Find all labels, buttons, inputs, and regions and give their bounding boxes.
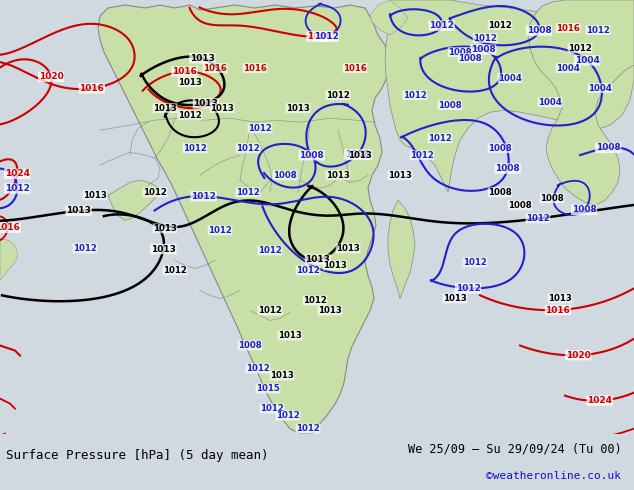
- Text: 1013: 1013: [388, 171, 412, 180]
- Text: 1024: 1024: [4, 170, 30, 178]
- Text: 1008: 1008: [527, 26, 552, 35]
- Text: 1012: 1012: [488, 21, 512, 29]
- Text: 1012: 1012: [73, 244, 97, 253]
- Text: 1013: 1013: [83, 191, 107, 200]
- Text: 1004: 1004: [556, 64, 580, 73]
- Text: 1016: 1016: [172, 67, 197, 76]
- Text: 1016: 1016: [307, 32, 332, 41]
- Text: 1024: 1024: [587, 396, 612, 405]
- Text: 1015: 1015: [256, 384, 280, 393]
- Text: 1013: 1013: [348, 151, 372, 160]
- Text: 1012: 1012: [276, 411, 300, 420]
- Text: 1020: 1020: [39, 73, 63, 81]
- Text: 1013: 1013: [193, 99, 218, 108]
- Text: 1013: 1013: [153, 224, 177, 233]
- Text: 1013: 1013: [318, 306, 342, 315]
- Text: 1012: 1012: [326, 91, 350, 99]
- Polygon shape: [370, 0, 408, 35]
- Text: 1013: 1013: [153, 104, 177, 113]
- Polygon shape: [98, 5, 390, 434]
- Text: 1012: 1012: [586, 25, 610, 35]
- Text: 1012: 1012: [428, 134, 452, 143]
- Text: 1013: 1013: [306, 255, 330, 264]
- Polygon shape: [528, 0, 634, 205]
- Polygon shape: [0, 238, 18, 280]
- Text: 1013: 1013: [548, 294, 572, 303]
- Text: 1012: 1012: [236, 144, 260, 153]
- Text: 1004: 1004: [588, 84, 612, 93]
- Text: 1012: 1012: [296, 266, 320, 275]
- Text: 1004: 1004: [574, 56, 600, 65]
- Text: 1012: 1012: [163, 266, 187, 275]
- Text: 1012: 1012: [178, 111, 202, 120]
- Polygon shape: [108, 180, 160, 220]
- Text: 1004: 1004: [538, 98, 562, 107]
- Text: 1016: 1016: [79, 84, 104, 93]
- Text: 1008: 1008: [471, 45, 496, 54]
- Text: 1008: 1008: [508, 201, 532, 210]
- Text: 1012: 1012: [248, 123, 272, 133]
- Text: 1013: 1013: [323, 261, 347, 270]
- Text: 1012: 1012: [456, 284, 481, 293]
- Text: 1013: 1013: [326, 171, 350, 180]
- Text: 1008: 1008: [438, 100, 462, 110]
- Text: 1013: 1013: [286, 104, 310, 113]
- Text: 1016: 1016: [343, 64, 367, 73]
- Text: 1013: 1013: [178, 77, 202, 87]
- Text: 1012: 1012: [403, 91, 427, 99]
- Text: 1016: 1016: [545, 305, 571, 315]
- Text: 1012: 1012: [260, 404, 284, 413]
- Text: 1013: 1013: [66, 206, 91, 215]
- Text: 1013: 1013: [336, 244, 360, 253]
- Text: 1008: 1008: [540, 194, 564, 203]
- Text: 1013: 1013: [443, 294, 467, 303]
- Text: 1016: 1016: [556, 24, 580, 32]
- Text: 1012: 1012: [314, 32, 339, 41]
- Text: 1012: 1012: [246, 364, 270, 373]
- Text: 1008: 1008: [273, 171, 297, 180]
- Text: 1016: 1016: [0, 223, 20, 232]
- Text: Surface Pressure [hPa] (5 day mean): Surface Pressure [hPa] (5 day mean): [6, 448, 269, 462]
- Text: 1004: 1004: [498, 74, 522, 83]
- Polygon shape: [388, 200, 415, 298]
- Text: 1008: 1008: [448, 48, 472, 56]
- Text: 1012: 1012: [473, 33, 497, 43]
- Text: 1012: 1012: [191, 192, 216, 200]
- Text: 1013: 1013: [190, 54, 215, 63]
- Text: 1013: 1013: [210, 104, 234, 113]
- Text: 1008: 1008: [299, 151, 324, 160]
- Text: 1012: 1012: [429, 21, 454, 30]
- Text: 1013: 1013: [151, 245, 176, 253]
- Text: 1008: 1008: [488, 144, 512, 153]
- Text: 1013: 1013: [270, 371, 294, 380]
- Text: 1008: 1008: [238, 341, 262, 350]
- Text: 1012: 1012: [236, 188, 260, 197]
- Text: 1008: 1008: [458, 53, 482, 63]
- Polygon shape: [385, 0, 634, 192]
- Text: 1016: 1016: [203, 64, 227, 73]
- Text: 1012: 1012: [568, 44, 592, 52]
- Text: 1012: 1012: [5, 184, 30, 193]
- Text: 1020: 1020: [566, 351, 590, 360]
- Text: 1012: 1012: [183, 144, 207, 153]
- Text: 1008: 1008: [345, 150, 370, 159]
- Text: 1008: 1008: [572, 205, 597, 215]
- Text: 1012: 1012: [410, 151, 434, 160]
- Text: 1012: 1012: [463, 258, 487, 267]
- Text: We 25/09 – Su 29/09/24 (Tu 00): We 25/09 – Su 29/09/24 (Tu 00): [408, 443, 621, 456]
- Text: 1012: 1012: [143, 188, 167, 197]
- Text: 1013: 1013: [278, 331, 302, 340]
- Text: 1008: 1008: [488, 188, 512, 197]
- Text: 1012: 1012: [303, 296, 327, 305]
- Text: 1008: 1008: [495, 164, 520, 173]
- Text: 1012: 1012: [258, 306, 282, 315]
- Text: 1012: 1012: [258, 246, 282, 255]
- Text: 1008: 1008: [596, 144, 621, 152]
- Text: ©weatheronline.co.uk: ©weatheronline.co.uk: [486, 471, 621, 481]
- Text: 1016: 1016: [243, 64, 267, 73]
- Text: 1012: 1012: [208, 226, 232, 235]
- Text: 1012: 1012: [296, 424, 320, 433]
- Text: 1012: 1012: [526, 214, 550, 223]
